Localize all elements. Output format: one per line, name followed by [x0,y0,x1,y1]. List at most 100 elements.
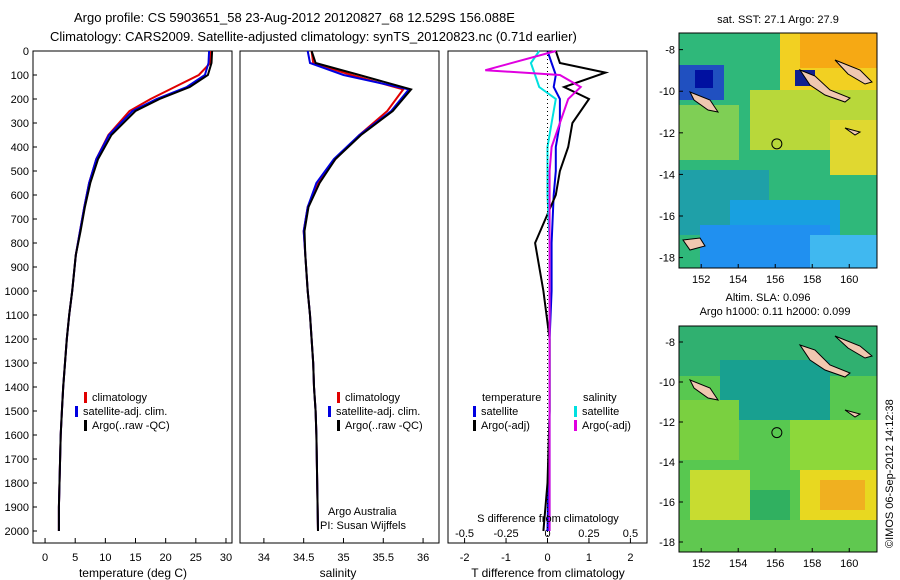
sla-lat-label-2: -12 [659,417,675,429]
temperature-legend: climatology satellite-adj. clim. Argo(..… [75,392,170,432]
salinity-series [302,50,413,532]
temperature-xtick-label-5: 25 [190,552,202,564]
legend-label-temp-argo: Argo(-adj) [481,420,530,432]
sla-lon-label-1: 154 [729,558,747,570]
temperature-xtick-label-3: 15 [129,552,141,564]
temperature-ytick-label-3: 300 [11,118,29,130]
salinity-panel: 34 34.5 35 35.5 36 climatology satellite-adj… [239,50,440,580]
legend-label-argo: Argo(..raw -QC) [92,420,170,432]
temperature-ytick-label-7: 700 [11,214,29,226]
temperature-ytick-label-9: 900 [11,262,29,274]
legend-swatch-argo [84,420,87,431]
t-difference-tick-labels: -2 -1 0 1 2 [460,538,633,564]
differences-xtick-label-1: -1 [501,552,511,564]
differences-xtick-label-2: 0 [544,552,550,564]
legend-swatch-climatology [84,392,87,403]
sst-lat-label-2: -12 [659,128,675,140]
salinity-axes [239,50,440,544]
temperature-ytick-label-19: 1900 [5,502,29,514]
legend-swatch-satellite [75,406,78,417]
salinity-legend: climatology satellite-adj. clim. Argo(..… [328,392,423,432]
sla-lat-label-0: -8 [665,337,675,349]
s-difference-tick-labels: -0.5 -0.25 0 0.25 0.5 [455,528,638,540]
legend-title-temperature: temperature [482,392,541,404]
sla-lon-label-3: 158 [803,558,821,570]
sla-lat-label-3: -14 [659,457,675,469]
s-diff-tick-label-1: -0.25 [494,528,519,540]
salinity-xtick-label-4: 36 [417,552,429,564]
sst-lat-label-5: -18 [659,253,675,265]
temperature-line-1 [57,50,211,531]
header-line2: Climatology: CARS2009. Satellite-adjuste… [50,29,577,44]
temperature-tick-labels: 0 5 10 15 20 25 30 [42,538,232,564]
temperature-ytick-label-2: 200 [11,94,29,106]
salinity-footer-org: Argo Australia [328,506,397,518]
difference-series [485,50,610,543]
salinity-xtick-label-1: 34.5 [293,552,314,564]
salinity-line-0 [302,50,405,532]
temperature-ytick-label-20: 2000 [5,526,29,538]
temperature-ytick-label-13: 1300 [5,358,29,370]
temperature-panel: 0100200300400500600700800900100011001200… [5,46,233,580]
difference-legend: temperature salinity satellite Argo(-adj… [473,392,631,432]
legend-label-sal-satellite: satellite [582,406,619,418]
legend-label-climatology: climatology [345,392,401,404]
salinity-xtick-label-2: 35 [337,552,349,564]
temperature-xtick-label-1: 5 [72,552,78,564]
temperature-line-2 [57,50,214,531]
legend-swatch-satellite [328,406,331,417]
sla-lat-label-1: -10 [659,377,675,389]
header-line1: Argo profile: CS 5903651_58 23-Aug-2012 … [74,10,515,25]
sst-map-image [679,33,877,268]
t-difference-xlabel: T difference from climatology [471,566,625,580]
sst-lon-label-4: 160 [840,274,858,286]
differences-xtick-label-3: 1 [586,552,592,564]
s-diff-tick-label-4: 0.5 [623,528,638,540]
temperature-ytick-label-1: 100 [11,70,29,82]
legend-swatch-sal-argo [574,420,577,431]
sst-lon-label-1: 154 [729,274,747,286]
differences-line-1 [534,50,610,532]
sla-map-subtitle: Argo h1000: 0.11 h2000: 0.099 [700,306,851,318]
differences-line-3 [485,50,583,531]
legend-label-satellite: satellite-adj. clim. [336,406,420,418]
argo-float-marker [771,427,783,439]
s-difference-label: S difference from climatology [477,513,619,525]
temperature-ytick-label-15: 1500 [5,406,29,418]
legend-label-climatology: climatology [92,392,148,404]
sla-lon-label-0: 152 [692,558,710,570]
sla-lat-label-5: -18 [659,537,675,549]
legend-label-sal-argo: Argo(-adj) [582,420,631,432]
salinity-line-1 [302,50,411,532]
sst-lon-label-2: 156 [766,274,784,286]
salinity-xtick-label-0: 34 [258,552,270,564]
legend-label-argo: Argo(..raw -QC) [345,420,423,432]
depth-tick-labels: 0 100 200 300 400 500 600 700 800 900 1000 1100 1200… [5,46,37,538]
sla-map-title: Altim. SLA: 0.096 [726,292,811,304]
temperature-ytick-label-12: 1200 [5,334,29,346]
sst-lat-label-3: -14 [659,169,675,181]
sst-lat-label-0: -8 [665,45,675,57]
legend-swatch-climatology [337,392,340,403]
sla-map-frame [678,325,878,553]
s-diff-tick-label-3: 0.25 [578,528,599,540]
sst-lat-label-1: -10 [659,86,675,98]
sst-map-panel: sat. SST: 27.1 Argo: 27.9 -8 -10 -12 -14 -16… [659,14,878,286]
temperature-series [57,50,214,531]
legend-swatch-sal-satellite [574,406,577,417]
difference-panel: -2 -1 0 1 2 -0.5 -0.25 0 0.25 0.5 temperature sa… [447,50,648,580]
temperature-ytick-label-6: 600 [11,190,29,202]
sla-lon-label-4: 160 [840,558,858,570]
temperature-ytick-label-11: 1100 [5,310,29,322]
temperature-ytick-label-0: 0 [23,46,29,58]
legend-swatch-temp-satellite [473,406,476,417]
temperature-xtick-label-0: 0 [42,552,48,564]
sst-map-title: sat. SST: 27.1 Argo: 27.9 [717,14,839,26]
legend-swatch-temp-argo [473,420,476,431]
temperature-ytick-label-16: 1600 [5,430,29,442]
sst-lon-label-0: 152 [692,274,710,286]
sla-lat-label-4: -16 [659,497,675,509]
temperature-xtick-label-2: 10 [99,552,111,564]
temperature-line-0 [57,50,212,531]
temperature-ytick-label-4: 400 [11,142,29,154]
